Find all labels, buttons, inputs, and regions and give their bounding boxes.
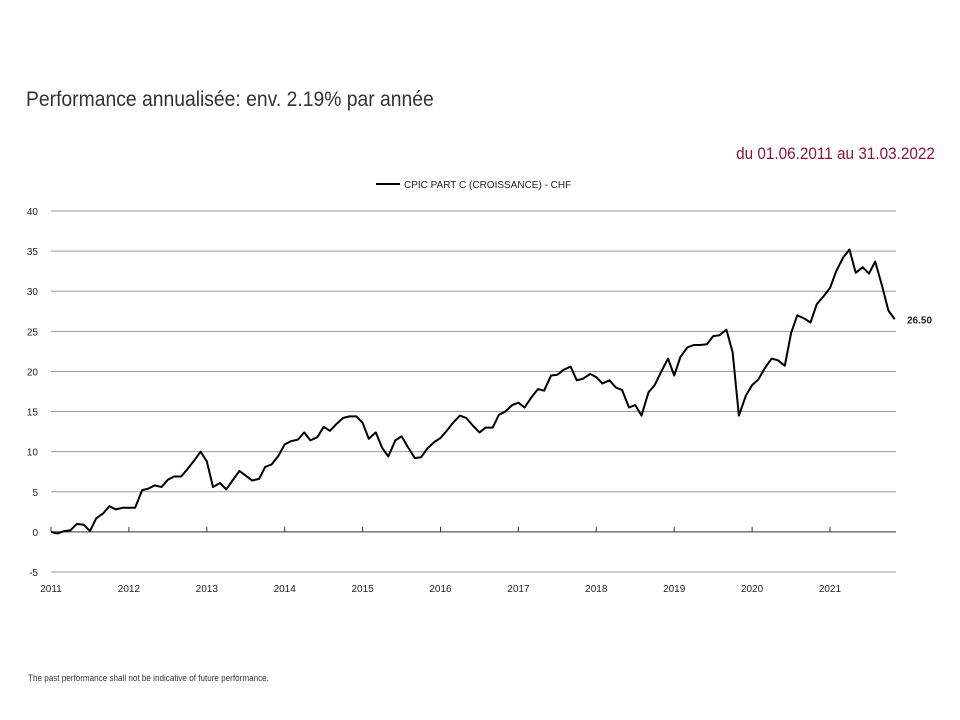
x-tick-label: 2018 — [585, 584, 608, 595]
x-tick-label: 2019 — [663, 584, 686, 595]
y-tick-label: 25 — [27, 327, 39, 338]
x-tick-label: 2014 — [274, 584, 297, 595]
series-line — [50, 248, 896, 535]
x-tick-marks — [50, 526, 831, 532]
legend: CPIC PART C (CROISSANCE) - CHF — [376, 180, 571, 191]
end-value-label: 26.50 — [907, 315, 932, 326]
x-tick-label: 2016 — [429, 584, 452, 595]
y-tick-label: 40 — [27, 207, 39, 218]
x-tick-label: 2013 — [196, 584, 219, 595]
y-tick-label: 35 — [27, 247, 39, 258]
x-tick-label: 2011 — [40, 584, 62, 595]
period-range: du 01.06.2011 au 31.03.2022 — [736, 144, 935, 163]
x-tick-label: 2017 — [507, 584, 530, 595]
y-tick-label: 30 — [27, 287, 39, 298]
chart-title: Performance annualisée: env. 2.19% par a… — [26, 88, 434, 111]
x-tick-label: 2021 — [819, 584, 842, 595]
x-tick-labels: 2011 2012 2013 2014 2015 2016 2017 2018 2019 2020… — [40, 584, 841, 595]
legend-label: CPIC PART C (CROISSANCE) - CHF — [404, 180, 571, 191]
y-tick-labels: -5 0 5 10 15 20 25 30 35 40 — [27, 207, 39, 579]
x-tick-label: 2020 — [741, 584, 764, 595]
grid-layer — [51, 210, 896, 573]
x-tick-label: 2015 — [351, 584, 374, 595]
y-tick-label: 5 — [32, 488, 38, 499]
y-tick-label: 20 — [27, 367, 39, 378]
disclaimer: The past performance shall not be indica… — [28, 673, 269, 683]
y-tick-label: -5 — [29, 568, 38, 579]
x-tick-label: 2012 — [118, 584, 141, 595]
y-tick-label: 10 — [27, 448, 39, 459]
y-tick-label: 15 — [27, 408, 39, 419]
y-tick-label: 0 — [32, 528, 38, 539]
